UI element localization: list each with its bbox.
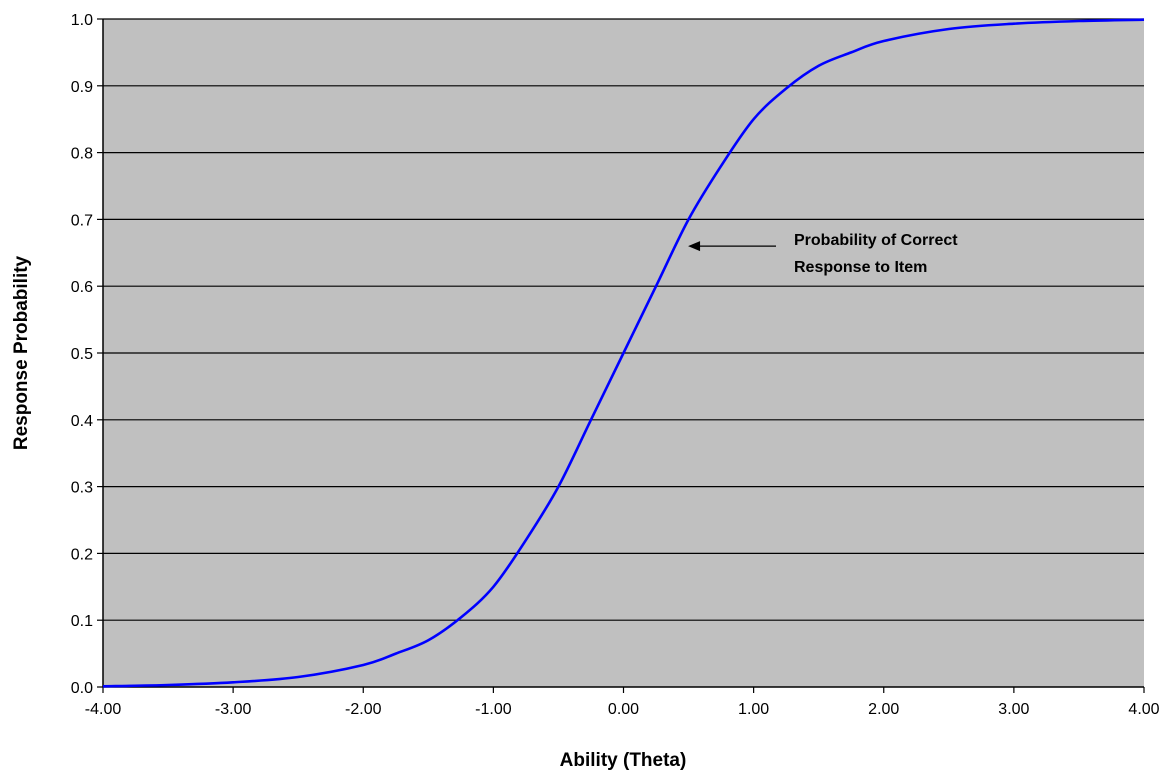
y-tick-label-7: 0.7 [71, 212, 93, 229]
x-tick-label-2: -2.00 [345, 701, 382, 718]
x-tick-label-3: -1.00 [475, 701, 512, 718]
axes: 0.0 0.1 0.2 0.3 0.4 0.5 0.6 0.7 0.8 0.9 1.0 -4.00 -3… [71, 12, 1160, 718]
annotation-arrow-head [688, 241, 701, 252]
annotation: Probability of Correct Response to Item [688, 232, 958, 276]
y-tick-label-0: 0.0 [71, 680, 93, 697]
y-tick-label-1: 0.1 [71, 613, 93, 630]
y-tick-label-8: 0.8 [71, 146, 93, 163]
x-tick-label-0: -4.00 [85, 701, 122, 718]
annotation-text-line-1: Response to Item [794, 259, 927, 276]
y-tick-label-10: 1.0 [71, 12, 93, 29]
annotation-text-line-0: Probability of Correct [794, 232, 958, 249]
y-tick-label-2: 0.2 [71, 546, 93, 563]
gridlines [103, 18, 1144, 621]
y-axis-title: Response Probability [11, 255, 32, 450]
x-tick-label-8: 4.00 [1128, 701, 1159, 718]
x-tick-label-5: 1.00 [738, 701, 769, 718]
series-line-0 [102, 18, 1145, 688]
y-tick-label-4: 0.4 [71, 413, 93, 430]
x-tick-label-7: 3.00 [998, 701, 1029, 718]
y-tick-label-3: 0.3 [71, 480, 93, 497]
y-tick-label-9: 0.9 [71, 79, 93, 96]
y-tick-label-5: 0.5 [71, 346, 93, 363]
x-tick-label-4: 0.00 [608, 701, 639, 718]
x-axis-title: Ability (Theta) [560, 750, 687, 771]
x-tick-label-6: 2.00 [868, 701, 899, 718]
y-tick-label-6: 0.6 [71, 279, 93, 296]
series-layer [102, 18, 1145, 688]
x-tick-label-1: -3.00 [215, 701, 252, 718]
